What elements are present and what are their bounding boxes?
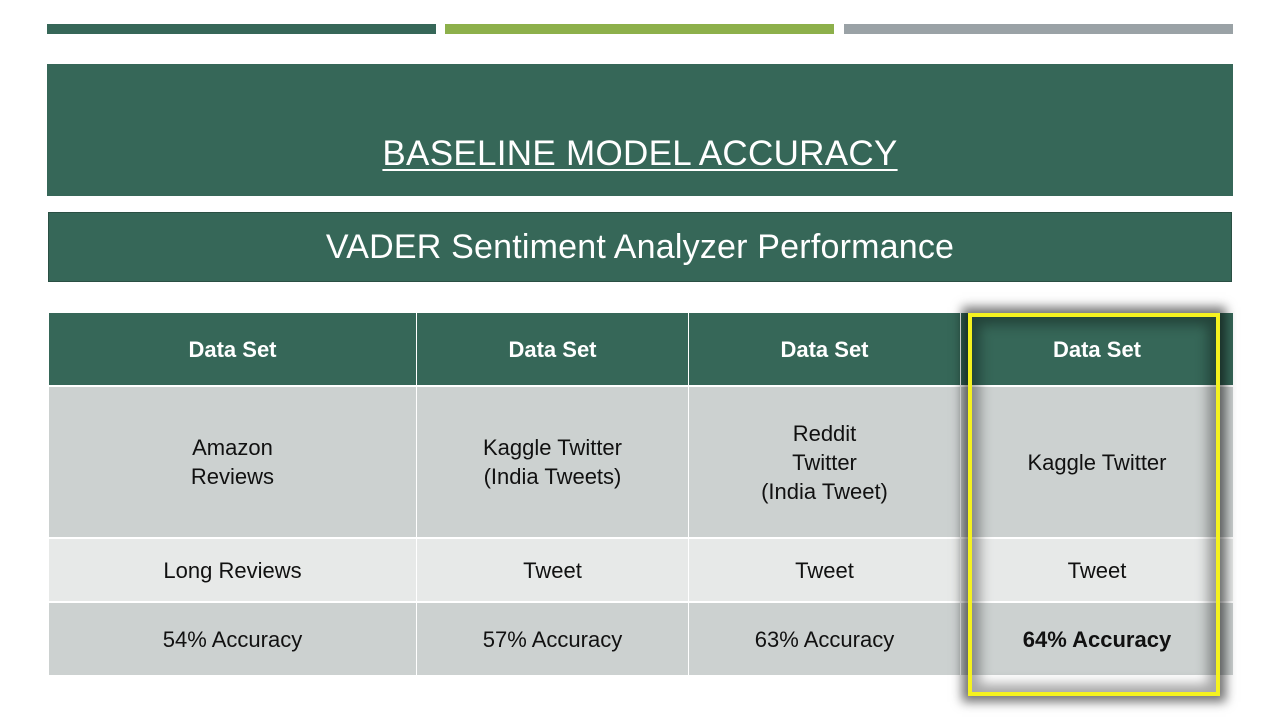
accent-bar-gray: [844, 24, 1233, 34]
title-banner: [47, 64, 1233, 196]
accuracy-cell-1: 54% Accuracy: [49, 603, 416, 675]
accuracy-table: Data Set Data Set Data Set Data Set Amaz…: [49, 313, 1233, 675]
accent-bar-light-green: [445, 24, 834, 34]
accent-bar-dark-green: [47, 24, 436, 34]
dataset-cell-2: Kaggle Twitter (India Tweets): [417, 387, 688, 537]
dataset-cell-1: Amazon Reviews: [49, 387, 416, 537]
header-cell-3: Data Set: [689, 313, 960, 385]
subtitle-banner: VADER Sentiment Analyzer Performance: [48, 212, 1232, 282]
header-cell-2: Data Set: [417, 313, 688, 385]
type-cell-1: Long Reviews: [49, 539, 416, 601]
type-cell-3: Tweet: [689, 539, 960, 601]
slide-subtitle: VADER Sentiment Analyzer Performance: [325, 227, 955, 266]
slide-title: BASELINE MODEL ACCURACY: [382, 134, 898, 173]
type-cell-2: Tweet: [417, 539, 688, 601]
type-cell-4: Tweet: [961, 539, 1233, 601]
accuracy-cell-4: 64% Accuracy: [961, 603, 1233, 675]
accuracy-cell-2: 57% Accuracy: [417, 603, 688, 675]
accuracy-cell-3: 63% Accuracy: [689, 603, 960, 675]
header-cell-1: Data Set: [49, 313, 416, 385]
header-cell-4: Data Set: [961, 313, 1233, 385]
dataset-cell-4: Kaggle Twitter: [961, 387, 1233, 537]
dataset-cell-3: Reddit Twitter (India Tweet): [689, 387, 960, 537]
